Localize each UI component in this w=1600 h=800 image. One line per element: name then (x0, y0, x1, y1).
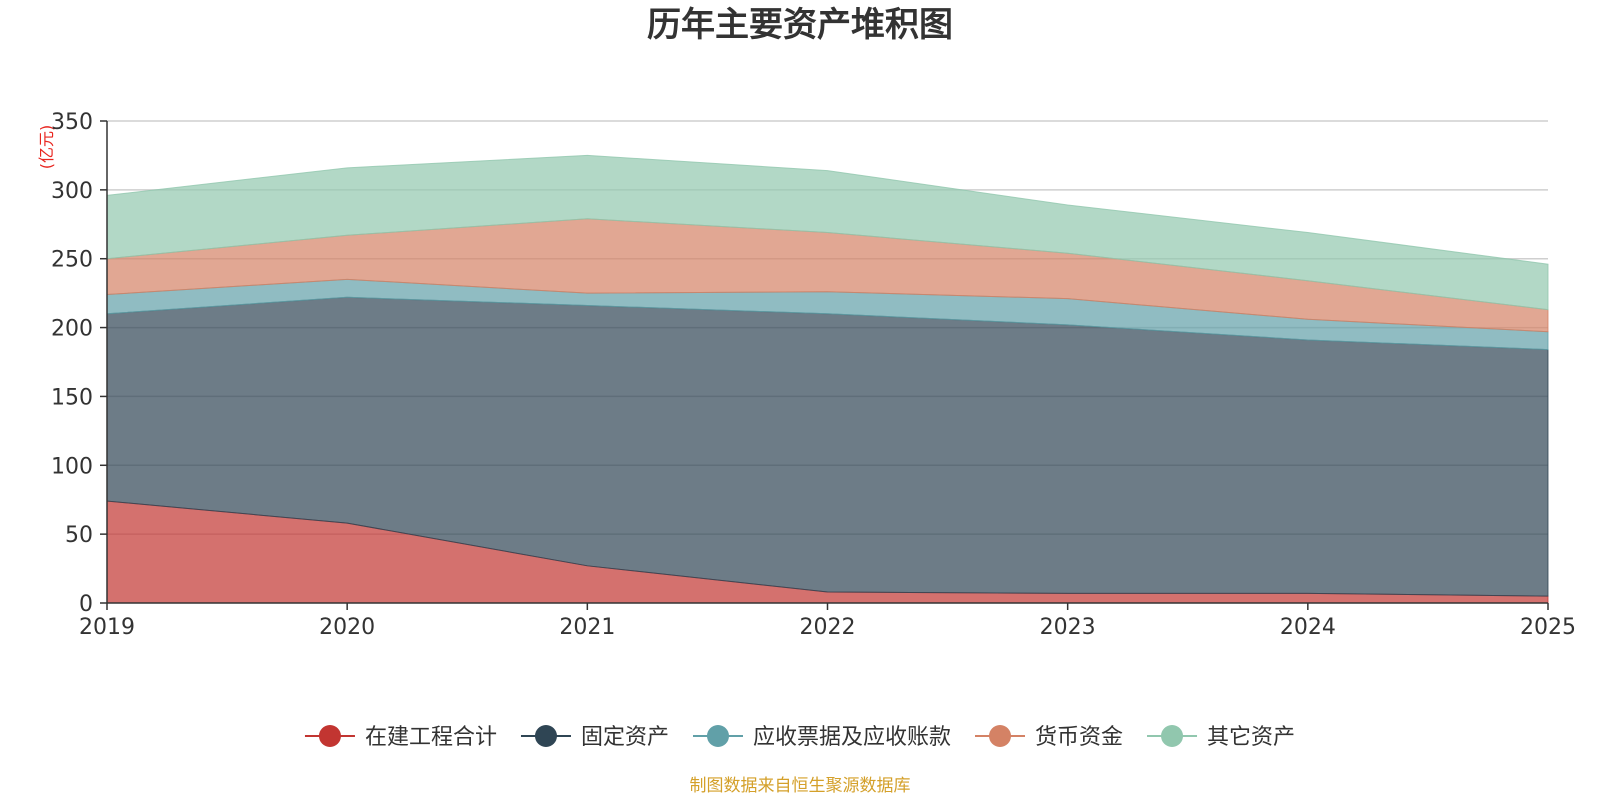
legend-item-1[interactable]: 在建工程合计 (304, 725, 497, 750)
legend-label: 固定资产 (581, 725, 669, 750)
legend-circle-icon (706, 725, 729, 747)
area-series-layer (106, 154, 1549, 604)
legend-label: 在建工程合计 (365, 725, 497, 750)
x-tick-label: 2024 (1280, 615, 1336, 640)
legend-circle-icon (1161, 725, 1184, 747)
legend-circle-icon (534, 725, 557, 747)
legend-label: 货币资金 (1035, 725, 1123, 750)
y-tick-label: 350 (51, 110, 93, 135)
x-tick-label: 2021 (559, 615, 615, 640)
y-tick-label: 300 (51, 179, 93, 204)
data-source-note: 制图数据来自恒生聚源数据库 (690, 776, 911, 796)
x-tick-label: 2019 (79, 615, 135, 640)
y-tick-label: 250 (51, 248, 93, 273)
legend-label: 应收票据及应收账款 (753, 725, 951, 750)
legend-item-5[interactable]: 其它资产 (1147, 725, 1295, 750)
axes: 0 50 100 150 200 250 300 350 2019 2020 2021 2022 202… (51, 110, 1576, 640)
legend-item-3[interactable]: 应收票据及应收账款 (692, 725, 951, 750)
legend-label: 其它资产 (1207, 725, 1295, 750)
y-tick-label: 100 (51, 454, 93, 479)
y-tick-label: 150 (51, 385, 93, 410)
y-axis-unit-label: (亿元) (37, 125, 56, 170)
legend-circle-icon (989, 725, 1012, 747)
legend-item-4[interactable]: 货币资金 (975, 725, 1123, 750)
x-tick-label: 2023 (1040, 615, 1096, 640)
x-tick-label: 2025 (1520, 615, 1576, 640)
legend-circle-icon (318, 725, 341, 747)
y-tick-label: 50 (65, 523, 93, 548)
legend-item-2[interactable]: 固定资产 (520, 725, 669, 750)
x-tick-label: 2020 (319, 615, 375, 640)
chart-title: 历年主要资产堆积图 (647, 5, 953, 45)
area-series-5[interactable] (106, 154, 1549, 311)
y-tick-label: 200 (51, 317, 93, 342)
x-tick-label: 2022 (800, 615, 856, 640)
y-tick-label: 0 (79, 592, 93, 617)
legend[interactable]: 在建工程合计 固定资产 应收票据及应收账款 货币资金 其它资产 (304, 725, 1295, 750)
